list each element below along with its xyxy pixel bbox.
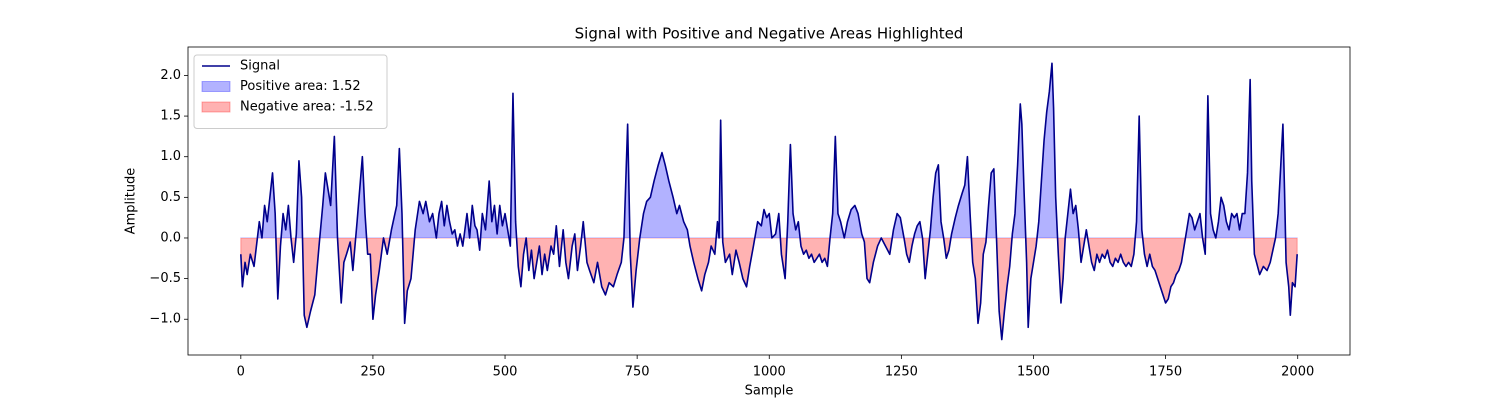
x-tick-label: 2000: [1281, 365, 1314, 380]
x-tick-label: 0: [237, 365, 245, 380]
legend-box: [193, 54, 388, 129]
legend-label: Positive area: 1.52: [240, 79, 361, 94]
plot-frame: [187, 46, 1351, 356]
legend-label: Negative area: -1.52: [240, 100, 374, 115]
y-tick-label: 2.0: [160, 68, 181, 83]
x-tick-label: 500: [493, 365, 518, 380]
y-tick-label: −0.5: [149, 271, 181, 286]
x-tick-label: 1000: [753, 365, 786, 380]
x-tick-label: 1750: [1149, 365, 1182, 380]
y-axis-label: Amplitude: [124, 168, 139, 235]
y-tick-label: 1.5: [160, 109, 181, 124]
y-tick-label: −1.0: [149, 312, 181, 327]
chart-title: Signal with Positive and Negative Areas …: [575, 25, 964, 43]
x-tick-label: 1250: [885, 365, 918, 380]
legend-patch: [201, 101, 231, 113]
y-tick-label: 1.0: [160, 149, 181, 164]
x-tick-label: 750: [625, 365, 650, 380]
legend-patch: [201, 81, 231, 92]
x-tick-label: 1500: [1017, 365, 1050, 380]
legend-label: Signal: [240, 59, 280, 74]
fill-area: [240, 63, 1298, 238]
x-tick-label: 250: [361, 365, 386, 380]
x-axis-label: Sample: [745, 384, 794, 399]
signal-line: [240, 62, 1298, 341]
y-tick-label: 0.5: [160, 190, 181, 205]
y-tick-label: 0.0: [160, 230, 181, 245]
